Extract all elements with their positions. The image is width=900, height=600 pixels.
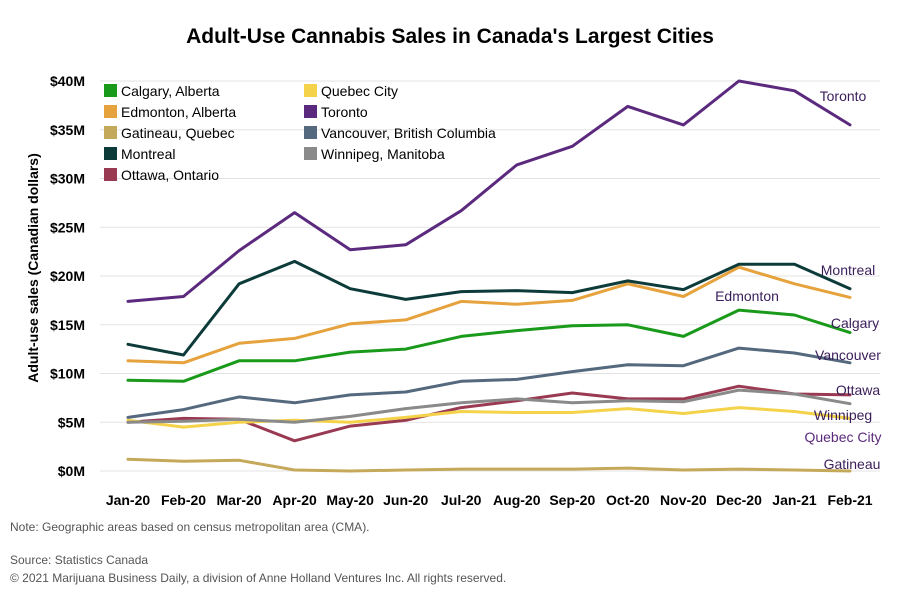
legend-label: Toronto [321, 104, 368, 120]
y-axis-label: Adult-use sales (Canadian dollars) [25, 153, 41, 383]
y-tick-label: $35M [50, 122, 85, 138]
legend-swatch [304, 84, 317, 97]
legend-item-gatineau-quebec: Gatineau, Quebec [104, 125, 235, 141]
x-tick-label: Feb-21 [827, 492, 872, 508]
legend-label: Montreal [121, 146, 175, 162]
end-label-winnipeg: Winnipeg [814, 407, 872, 423]
series-line-calgary [126, 308, 852, 383]
y-tick-label: $30M [50, 171, 85, 187]
x-tick-label: Aug-20 [493, 492, 541, 508]
end-label-toronto: Toronto [820, 88, 867, 104]
legend-swatch [304, 126, 317, 139]
x-tick-label: Mar-20 [217, 492, 262, 508]
y-tick-label: $20M [50, 268, 85, 284]
y-tick-label: $0M [58, 463, 85, 479]
legend-swatch [304, 105, 317, 118]
x-tick-label: Apr-20 [272, 492, 317, 508]
footer-copyright: © 2021 Marijuana Business Daily, a divis… [10, 571, 507, 585]
series-line-toronto [126, 79, 852, 303]
legend-swatch [104, 126, 117, 139]
series-line-winnipeg [126, 388, 852, 424]
legend-item-vancouver-british-columbia: Vancouver, British Columbia [304, 125, 496, 141]
legend-item-toronto: Toronto [304, 104, 368, 120]
y-tick-label: $40M [50, 73, 85, 89]
y-tick-label: $25M [50, 219, 85, 235]
series-line-quebec-city [126, 406, 852, 429]
series-line-montreal [126, 259, 852, 357]
y-tick-labels: $0M $5M $10M $15M $20M $25M $30M $35M $40M [50, 73, 85, 479]
end-label-quebec-city: Quebec City [804, 429, 881, 445]
legend: Calgary, Alberta Edmonton, Alberta Gatinea… [104, 83, 496, 183]
y-tick-label: $10M [50, 366, 85, 382]
series-line-gatineau [126, 457, 852, 473]
x-tick-label: Jun-20 [383, 492, 428, 508]
chart-title: Adult-Use Cannabis Sales in Canada's Lar… [186, 25, 714, 48]
legend-swatch [104, 147, 117, 160]
end-label-vancouver: Vancouver [815, 347, 881, 363]
legend-label: Quebec City [321, 83, 398, 99]
footer-source: Source: Statistics Canada [10, 553, 149, 567]
legend-item-winnipeg-manitoba: Winnipeg, Manitoba [304, 146, 445, 162]
series-lines [126, 79, 852, 473]
x-tick-label: Jan-21 [772, 492, 817, 508]
legend-label: Gatineau, Quebec [121, 125, 235, 141]
legend-label: Calgary, Alberta [121, 83, 220, 99]
x-tick-label: May-20 [326, 492, 374, 508]
y-tick-label: $15M [50, 317, 85, 333]
series-line-edmonton [126, 265, 852, 365]
series-line-vancouver [126, 346, 852, 419]
legend-item-montreal: Montreal [104, 146, 175, 162]
series-end-labels: Calgary Edmonton Gatineau Montreal Ottawa Que… [715, 88, 881, 472]
legend-swatch [104, 168, 117, 181]
x-tick-label: Dec-20 [716, 492, 762, 508]
legend-label: Ottawa, Ontario [121, 167, 219, 183]
legend-item-edmonton-alberta: Edmonton, Alberta [104, 104, 236, 120]
x-tick-label: Sep-20 [549, 492, 595, 508]
legend-swatch [304, 147, 317, 160]
legend-swatch [104, 105, 117, 118]
legend-label: Vancouver, British Columbia [321, 125, 496, 141]
legend-item-ottawa-ontario: Ottawa, Ontario [104, 167, 219, 183]
legend-label: Edmonton, Alberta [121, 104, 236, 120]
legend-swatch [104, 84, 117, 97]
end-label-calgary: Calgary [831, 315, 879, 331]
x-tick-label: Jul-20 [441, 492, 482, 508]
legend-item-quebec-city: Quebec City [304, 83, 398, 99]
end-label-ottawa: Ottawa [836, 382, 881, 398]
end-label-edmonton: Edmonton [715, 288, 779, 304]
end-label-gatineau: Gatineau [824, 456, 881, 472]
footer-note: Note: Geographic areas based on census m… [10, 520, 370, 534]
y-tick-label: $5M [58, 414, 85, 430]
legend-item-calgary-alberta: Calgary, Alberta [104, 83, 220, 99]
x-tick-label: Nov-20 [660, 492, 707, 508]
x-tick-label: Jan-20 [106, 492, 151, 508]
x-tick-label: Feb-20 [161, 492, 206, 508]
x-tick-labels: Jan-20 Feb-20 Mar-20 Apr-20 May-20 Jun-20 Jul-… [106, 492, 873, 508]
end-label-montreal: Montreal [821, 262, 875, 278]
legend-label: Winnipeg, Manitoba [321, 146, 445, 162]
x-tick-label: Oct-20 [606, 492, 650, 508]
